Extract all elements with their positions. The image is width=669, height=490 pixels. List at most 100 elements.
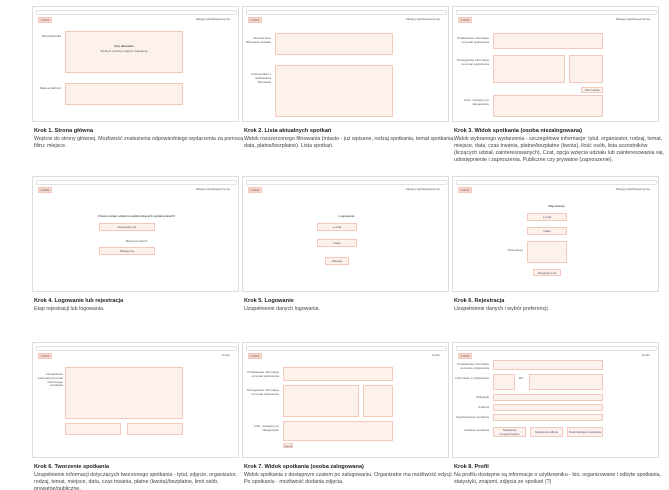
label: Czat - dostępny po zalogowaniu: [463, 98, 489, 106]
step-title: Krok 6. Rejestracja: [454, 298, 505, 304]
step-description: Uzupełnienie danych logowania.: [244, 306, 320, 312]
label: Uzupełnienie informacji na temat tworzon…: [37, 372, 63, 388]
step-description: Etap rejestracji lub logowania.: [34, 306, 105, 312]
nav-link: Zaloguj się/Zarejestruj się: [615, 187, 650, 191]
button: Weź udział: [581, 87, 603, 93]
label: Logowanie: [338, 214, 355, 218]
placeholder-box: [527, 241, 567, 263]
placeholder-box: [493, 33, 603, 49]
label: Masz już konto?: [125, 239, 148, 243]
nav-link: Konto: [222, 353, 230, 357]
logo: LOGO: [248, 17, 262, 23]
step-title: Krok 1. Strona główna: [34, 128, 94, 134]
label: Podstawowe informacje na temat użytkowni…: [457, 362, 489, 370]
address-bar: [246, 180, 447, 185]
browser-mockup: LOGO Zaloguj się/Zarejestruj się Wyszukiwa…: [32, 6, 239, 122]
step-title: Krok 2. Lista aktualnych spotkań: [244, 128, 332, 134]
browser-mockup: LOGO Zaloguj się/Zarejestruj się Rozszerzo…: [242, 6, 449, 122]
logo: LOGO: [38, 187, 52, 193]
step-description: Widok spotkania z dostępnym czatem po za…: [244, 472, 454, 486]
nav-link: Zaloguj się/Zarejestruj się: [195, 187, 230, 191]
label: Preferencje: [507, 248, 523, 252]
label: Podstawowe informacje na temat wydarzeni…: [457, 36, 489, 44]
address-bar: [36, 346, 237, 351]
placeholder-box: [363, 385, 393, 417]
step-description: Uzupełnienie informacji dotyczących twor…: [34, 472, 237, 490]
nav-link: Zaloguj się/Zarejestruj się: [405, 187, 440, 191]
placeholder-box: [275, 33, 393, 55]
placeholder-box: [493, 360, 603, 370]
step-title: Krok 3. Widok spotkania (osoba niezalogo…: [454, 128, 583, 134]
label: Organizowane spotkania: [455, 415, 489, 419]
button: Send: [283, 443, 293, 448]
button: hasło: [527, 227, 567, 235]
step-description: Widok rozszerzonego filtrowania (miasto …: [244, 136, 455, 150]
button: e-mail: [317, 223, 357, 231]
step-title: Krok 6. Tworzenie spotkania: [34, 464, 110, 470]
placeholder-box: [65, 83, 183, 105]
placeholder-box: [127, 423, 183, 435]
browser-mockup: LOGO Konto Podstawowe informacje na temat …: [452, 342, 659, 458]
address-bar: [246, 346, 447, 351]
step-description: Uzupełnienie danych i wybór preferencji.: [454, 306, 550, 312]
label: Bio: [519, 376, 524, 380]
nav-link: Konto: [642, 353, 650, 357]
address-bar: [456, 10, 657, 15]
label: Podstawowe informacje na temat wydarzeni…: [247, 370, 279, 378]
label: Wybierz poniżej miejsce i kategorię: [100, 49, 148, 53]
placeholder-box: [275, 65, 393, 117]
label: Ostatnie spotkania: [464, 428, 489, 432]
address-bar: [456, 180, 657, 185]
address-bar: [36, 180, 237, 185]
placeholder-box: [493, 55, 565, 83]
nav-link: Konto: [432, 353, 440, 357]
placeholder-box: [493, 394, 603, 401]
step-title: Krok 4. Logowanie lub rejestracja: [34, 298, 124, 304]
label: Gdy aktualnie: [114, 44, 134, 48]
step-description: Wejście do strony głównej. Możliwość zna…: [34, 136, 244, 150]
label: Statystyki: [476, 395, 489, 399]
address-bar: [36, 10, 237, 15]
label: Rejestracja: [548, 204, 565, 208]
address-bar: [246, 10, 447, 15]
logo: LOGO: [458, 187, 472, 193]
label: Znajomi: [478, 405, 489, 409]
label: Wyszukiwarka: [41, 34, 61, 38]
label: Chcesz wziąć udział w nadchodzących wyda…: [97, 214, 176, 218]
button: Nadchodzące spotkania: [567, 427, 603, 437]
placeholder-box: [65, 31, 183, 73]
address-bar: [456, 346, 657, 351]
step-description: Widok wybranego wydarzenia - szczegółowe…: [454, 136, 665, 164]
step-title: Krok 5. Logowanie: [244, 298, 294, 304]
browser-mockup: LOGO Zaloguj się/Zarejestruj się Rejestrac…: [452, 176, 659, 292]
browser-mockup: LOGO Zaloguj się/Zarejestruj się Chcesz wz…: [32, 176, 239, 292]
step-title: Krok 8. Profil: [454, 464, 489, 470]
placeholder-box: [65, 367, 183, 419]
placeholder-box: [569, 55, 603, 83]
placeholder-box: [283, 367, 393, 381]
button: Spotkania zorganizowane: [493, 427, 526, 437]
button: hasło: [317, 239, 357, 247]
step-description: Na profilu dostępne są informacje o użyt…: [454, 472, 661, 486]
placeholder-box: [493, 404, 603, 411]
button: Spotkania odbyte: [530, 427, 563, 437]
placeholder-box: [283, 385, 359, 417]
label: Rozszerzone filtrowanie spotkań: [246, 36, 271, 44]
button: Zarejestruj się: [99, 223, 155, 231]
logo: LOGO: [38, 353, 52, 359]
logo: LOGO: [248, 353, 262, 359]
label: Szczegółowe informacje na temat wydarzen…: [246, 388, 279, 396]
label: Szczegółowe informacje na temat wydarzen…: [456, 58, 489, 66]
button: Zaloguj: [325, 257, 349, 265]
button: Zaloguj się: [99, 247, 155, 255]
browser-mockup: LOGO Konto Uzupełnienie informacji na tema…: [32, 342, 239, 458]
label: Mapa wydarzeń: [39, 86, 61, 90]
placeholder-box: [65, 423, 121, 435]
logo: LOGO: [458, 17, 472, 23]
nav-link: Zaloguj się/Zarejestruj się: [195, 17, 230, 21]
step-title: Krok 7. Widok spotkania (osoba zalogowan…: [244, 464, 364, 470]
placeholder-box: [493, 414, 603, 421]
label: Lista spotkań z możliwością filtrowania: [250, 72, 271, 84]
nav-link: Zaloguj się/Zarejestruj się: [615, 17, 650, 21]
